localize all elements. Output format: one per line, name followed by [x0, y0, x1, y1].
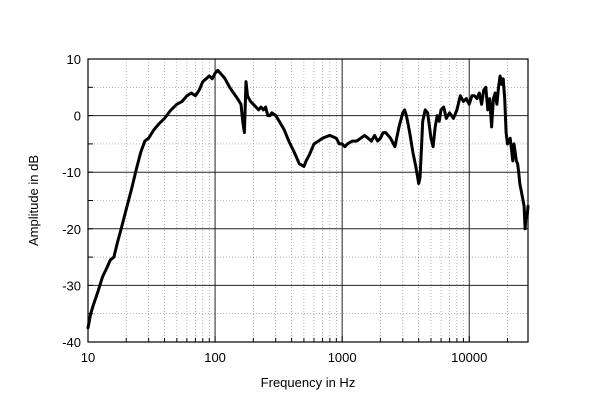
y-tick-label: 10	[67, 52, 81, 67]
x-tick-label: 1000	[328, 350, 357, 365]
y-axis-title: Amplitude in dB	[26, 155, 41, 246]
x-axis-title: Frequency in Hz	[261, 375, 356, 390]
y-tick-label: -10	[62, 165, 81, 180]
y-tick-label: 0	[74, 109, 81, 124]
minor-grid	[88, 59, 528, 342]
x-tick-label: 10	[81, 350, 95, 365]
axis-ticks	[87, 58, 508, 343]
y-tick-label: -20	[62, 222, 81, 237]
y-tick-label: -40	[62, 335, 81, 350]
y-tick-labels: 10 0 -10 -20 -30 -40	[62, 52, 81, 350]
series-line	[86, 68, 530, 330]
x-tick-label: 100	[204, 350, 226, 365]
y-tick-label: -30	[62, 278, 81, 293]
x-tick-labels: 10 100 1000 10000	[81, 350, 488, 365]
x-tick-label: 10000	[451, 350, 487, 365]
